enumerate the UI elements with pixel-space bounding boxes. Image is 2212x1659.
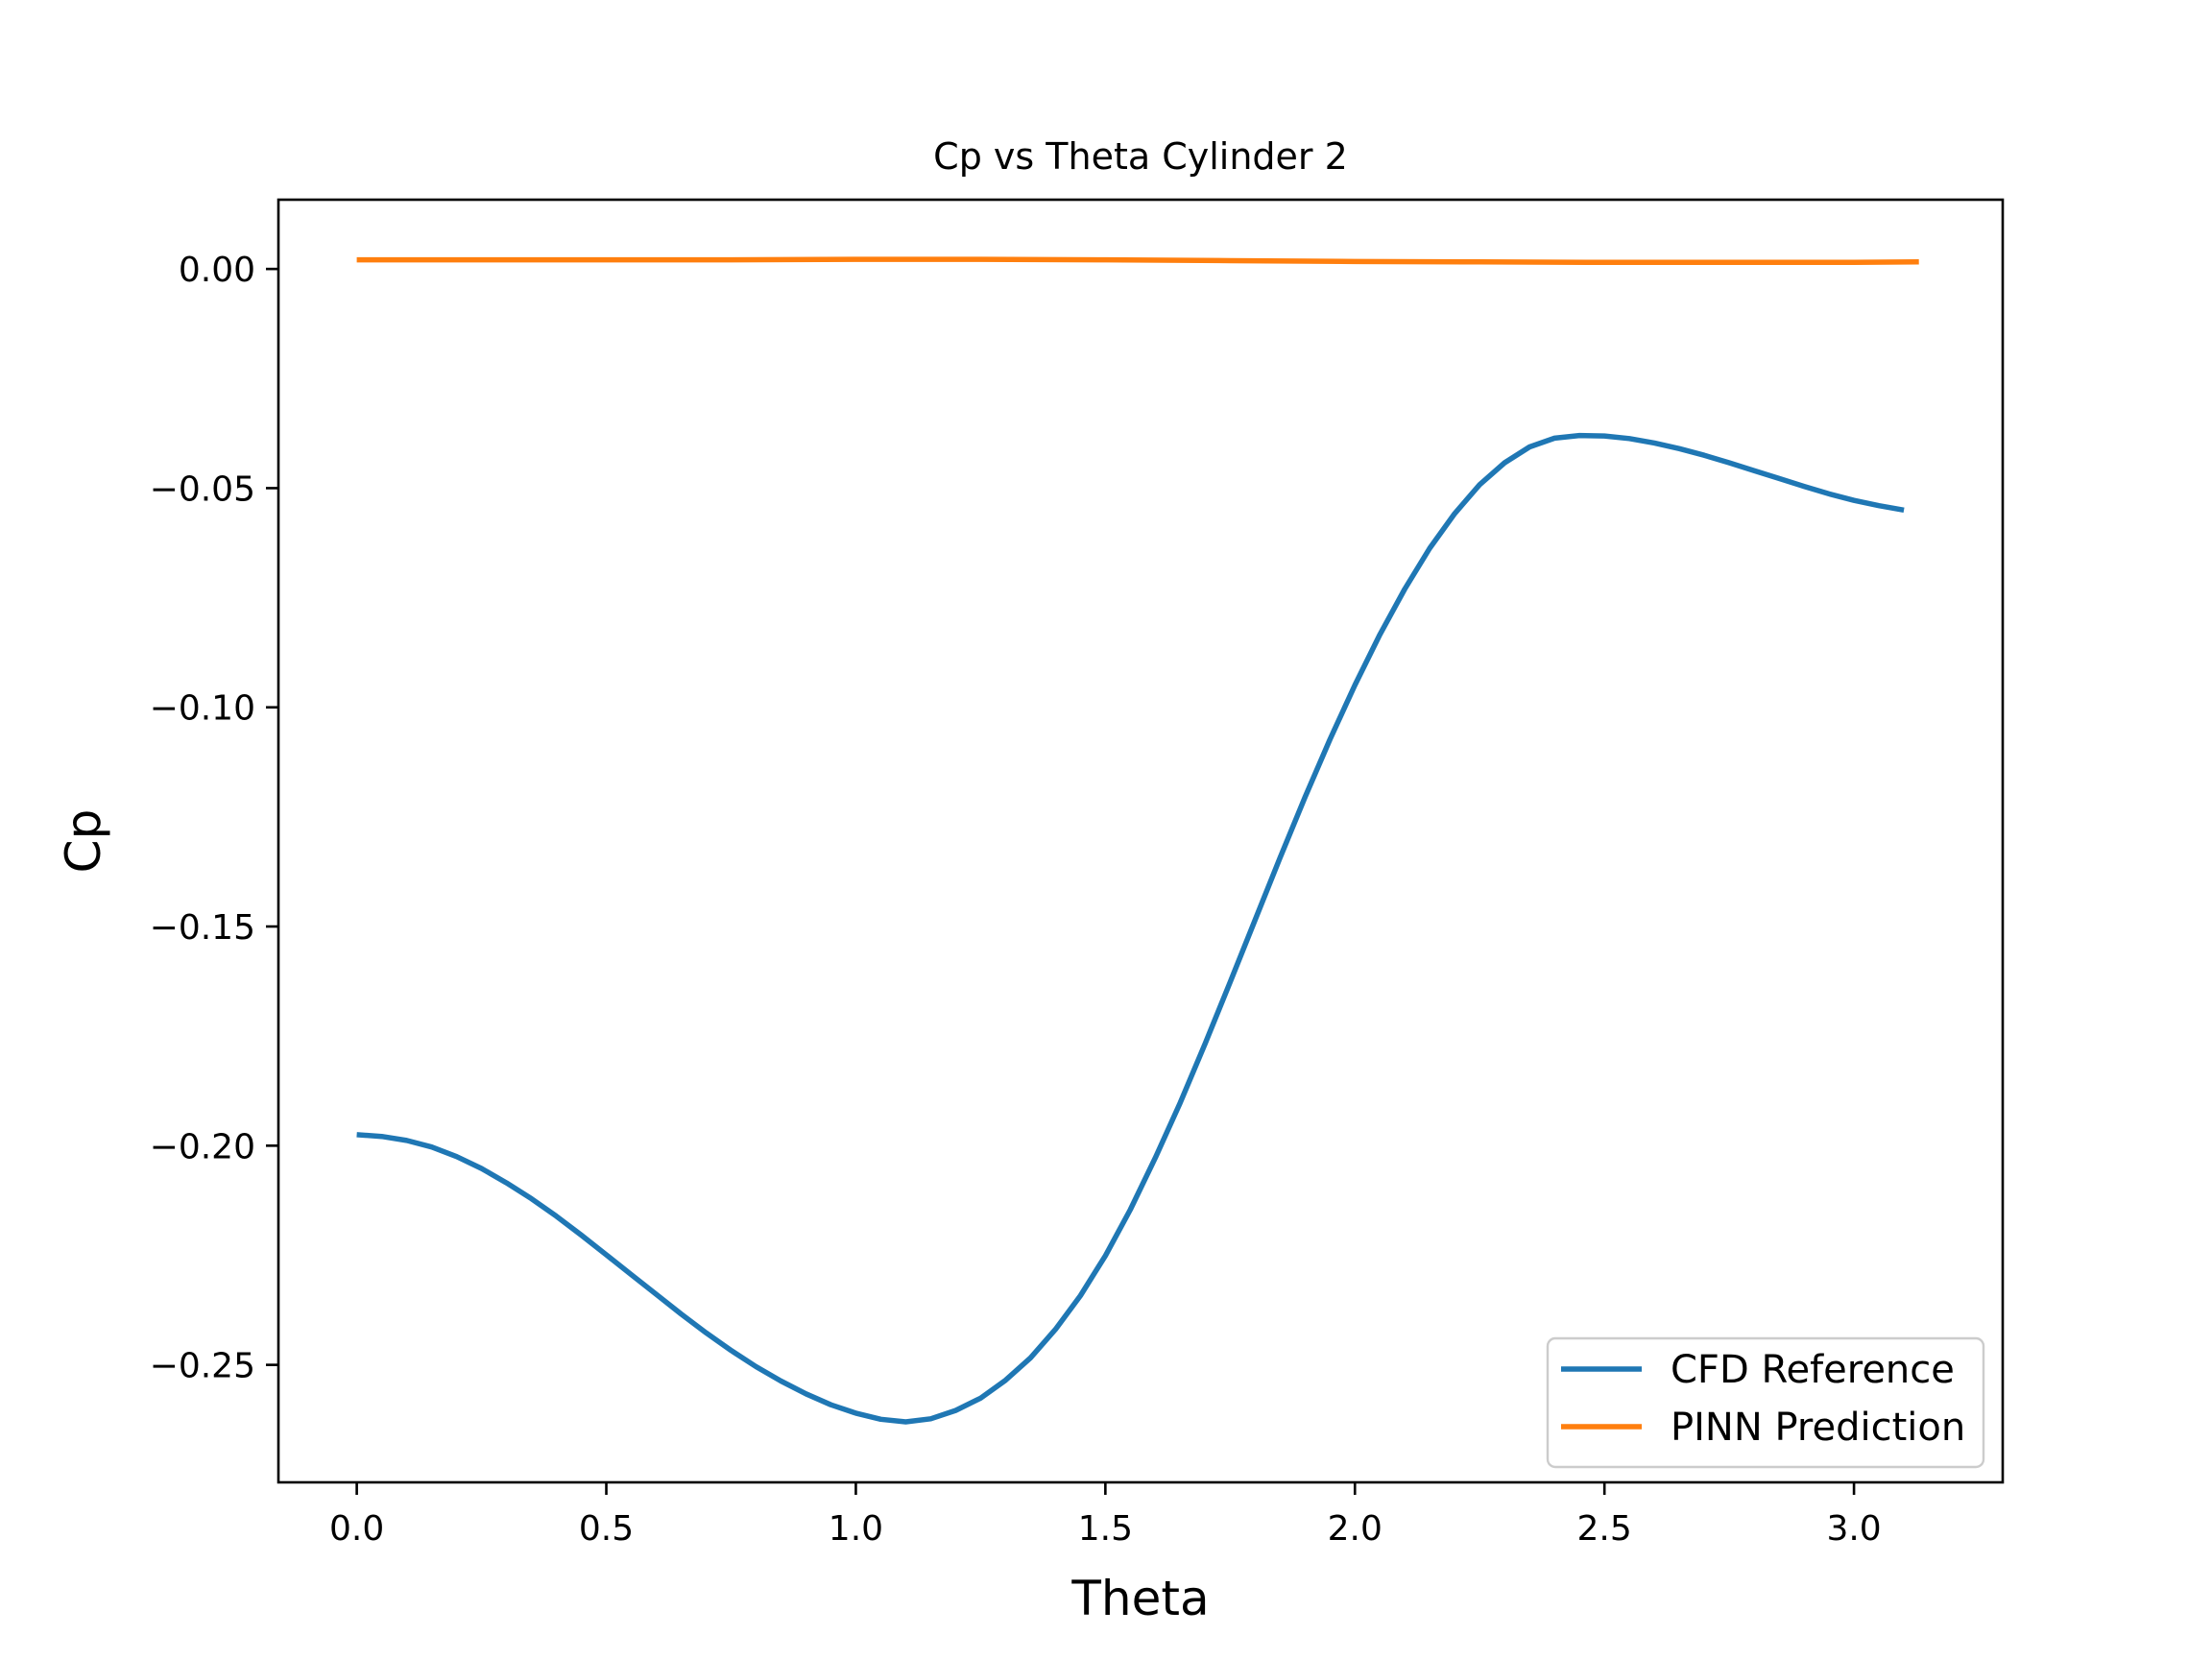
x-tick-label: 2.5 [1577,1509,1632,1549]
series-line-pinn-prediction [356,256,1919,266]
legend-label-pinn-prediction: PINN Prediction [1671,1406,1965,1450]
x-tick-label: 0.0 [329,1509,384,1549]
x-tick-label: 0.5 [579,1509,634,1549]
y-tick-label: −0.25 [150,1347,255,1386]
y-tick-label: −0.20 [150,1127,255,1166]
x-tick-label: 2.0 [1328,1509,1382,1549]
y-tick-label: −0.10 [150,689,255,729]
x-axis-ticks: 0.0 0.5 1.0 1.5 2.0 2.5 3.0 [329,1482,1882,1549]
series-layer [356,256,1919,1425]
y-tick-label: −0.05 [150,469,255,509]
plot-frame [276,198,2005,1484]
y-axis-label: Cp [56,809,111,874]
y-tick-label: −0.15 [150,908,255,948]
x-tick-label: 3.0 [1826,1509,1881,1549]
y-tick-label: 0.00 [179,251,255,290]
legend-frame [1546,1336,1985,1469]
legend: CFD Reference PINN Prediction [1546,1336,1985,1469]
x-tick-label: 1.5 [1078,1509,1133,1549]
x-tick-label: 1.0 [829,1509,883,1549]
legend-label-cfd-reference: CFD Reference [1671,1348,1955,1392]
series-line-cfd-reference [356,432,1905,1425]
chart-title: Cp vs Theta Cylinder 2 [933,135,1348,178]
x-axis-label: Theta [1070,1571,1209,1626]
y-axis-ticks: 0.00 −0.05 −0.10 −0.15 −0.20 −0.25 [150,251,278,1386]
